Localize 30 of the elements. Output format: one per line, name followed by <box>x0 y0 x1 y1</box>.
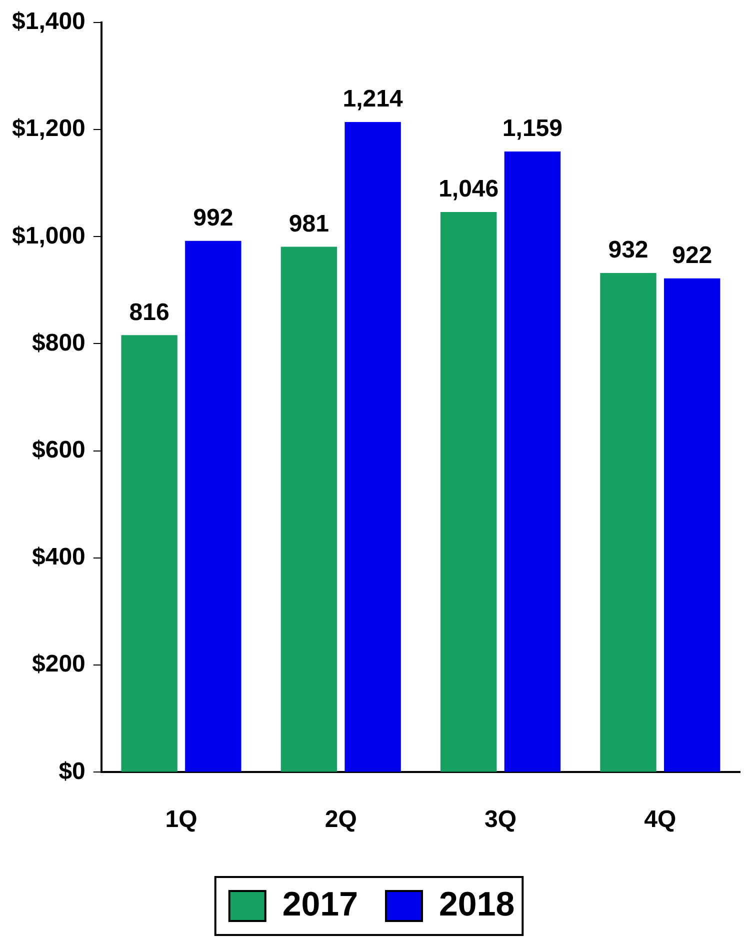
bar <box>504 151 561 772</box>
bar <box>440 212 497 772</box>
bar <box>344 122 401 772</box>
y-tick-label: $0 <box>58 758 86 785</box>
y-tick-label: $800 <box>32 329 86 356</box>
y-tick-label: $400 <box>32 544 86 571</box>
x-tick-label: 1Q <box>165 806 198 834</box>
legend-label: 2017 <box>282 885 358 924</box>
data-label: 1,046 <box>438 176 499 203</box>
y-tick-label: $1,200 <box>12 115 86 142</box>
y-tick-label: $600 <box>32 436 86 464</box>
bar <box>185 240 242 772</box>
x-tick-label: 4Q <box>644 806 676 834</box>
y-tick-label: $1,400 <box>12 8 86 36</box>
data-label: 932 <box>608 236 648 264</box>
data-label: 816 <box>129 298 170 326</box>
data-label: 922 <box>672 242 712 270</box>
bar <box>121 335 178 772</box>
bar <box>664 278 720 772</box>
data-label: 981 <box>288 210 329 238</box>
y-tick-label: $1,000 <box>12 222 86 250</box>
y-tick-label: $200 <box>32 650 86 678</box>
x-tick-label: 2Q <box>324 806 357 834</box>
data-label: 1,159 <box>502 115 562 142</box>
bar <box>600 273 656 772</box>
legend-label: 2018 <box>439 885 515 924</box>
x-tick-label: 3Q <box>484 806 517 834</box>
data-label: 1,214 <box>342 86 404 113</box>
data-label: 992 <box>193 204 234 232</box>
bar <box>280 246 338 772</box>
